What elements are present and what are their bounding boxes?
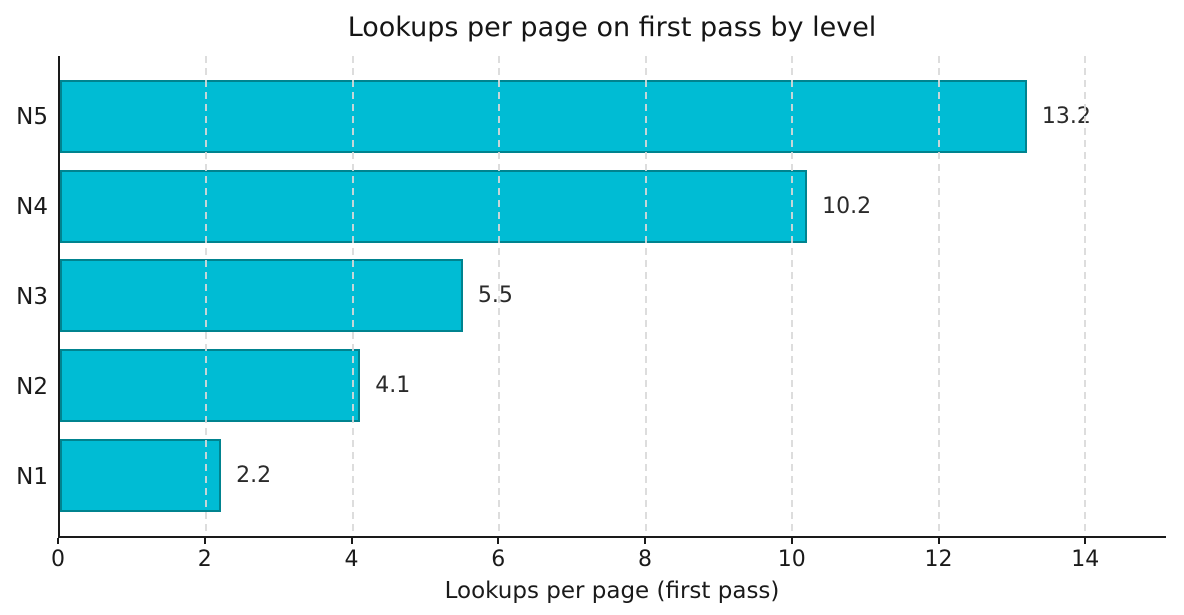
y-axis-labels: N5 N4 N3 N2 N1 <box>0 56 48 538</box>
bar-N1 <box>60 438 222 512</box>
x-tick-label-0: 0 <box>51 547 65 572</box>
x-tick-mark-6 <box>497 538 500 544</box>
bar-value-N1: 2.2 <box>236 462 272 488</box>
x-tick-label-2: 2 <box>197 547 212 572</box>
x-tick-mark-10 <box>790 538 793 544</box>
bar-row-N2: 4.1 <box>60 341 1166 431</box>
x-tick-label-12: 12 <box>924 547 953 572</box>
x-tick-label-4: 4 <box>344 547 359 572</box>
x-axis-label: Lookups per page (first pass) <box>444 578 780 604</box>
y-tick-label-N4: N4 <box>16 194 48 220</box>
bar-row-N1: 2.2 <box>60 430 1166 520</box>
x-tick-mark-4 <box>350 538 353 544</box>
bar-value-N4: 10.2 <box>822 193 872 219</box>
y-tick-label-N2: N2 <box>16 374 48 400</box>
y-tick-label-N3: N3 <box>16 284 48 310</box>
bars-container: 13.2 10.2 5.5 4.1 2.2 <box>60 56 1166 536</box>
bar-N5 <box>60 80 1027 154</box>
x-tick-label-10: 10 <box>777 547 806 572</box>
x-axis: 0 2 4 6 8 10 12 14 <box>51 538 1166 578</box>
x-tick-label-8: 8 <box>638 547 653 572</box>
bar-N4 <box>60 169 808 243</box>
bar-row-N4: 10.2 <box>60 162 1166 252</box>
bar-value-N2: 4.1 <box>375 373 411 399</box>
bar-N3 <box>60 259 463 333</box>
bar-row-N3: 5.5 <box>60 251 1166 341</box>
y-tick-label-N1: N1 <box>16 464 48 490</box>
bar-row-N5: 13.2 <box>60 72 1166 162</box>
x-tick-mark-14 <box>1084 538 1087 544</box>
x-tick-mark-8 <box>644 538 647 544</box>
bar-value-N5: 13.2 <box>1041 104 1091 130</box>
x-tick-mark-12 <box>937 538 940 544</box>
plot-area: 13.2 10.2 5.5 4.1 2.2 <box>58 56 1166 538</box>
x-tick-mark-0 <box>57 538 59 544</box>
x-tick-mark-2 <box>203 538 206 544</box>
bar-value-N3: 5.5 <box>477 283 513 309</box>
y-tick-label-N5: N5 <box>16 104 48 130</box>
x-tick-label-14: 14 <box>1071 547 1100 572</box>
x-tick-label-6: 6 <box>491 547 506 572</box>
bar-N2 <box>60 349 361 423</box>
chart-title: Lookups per page on first pass by level <box>347 12 877 43</box>
